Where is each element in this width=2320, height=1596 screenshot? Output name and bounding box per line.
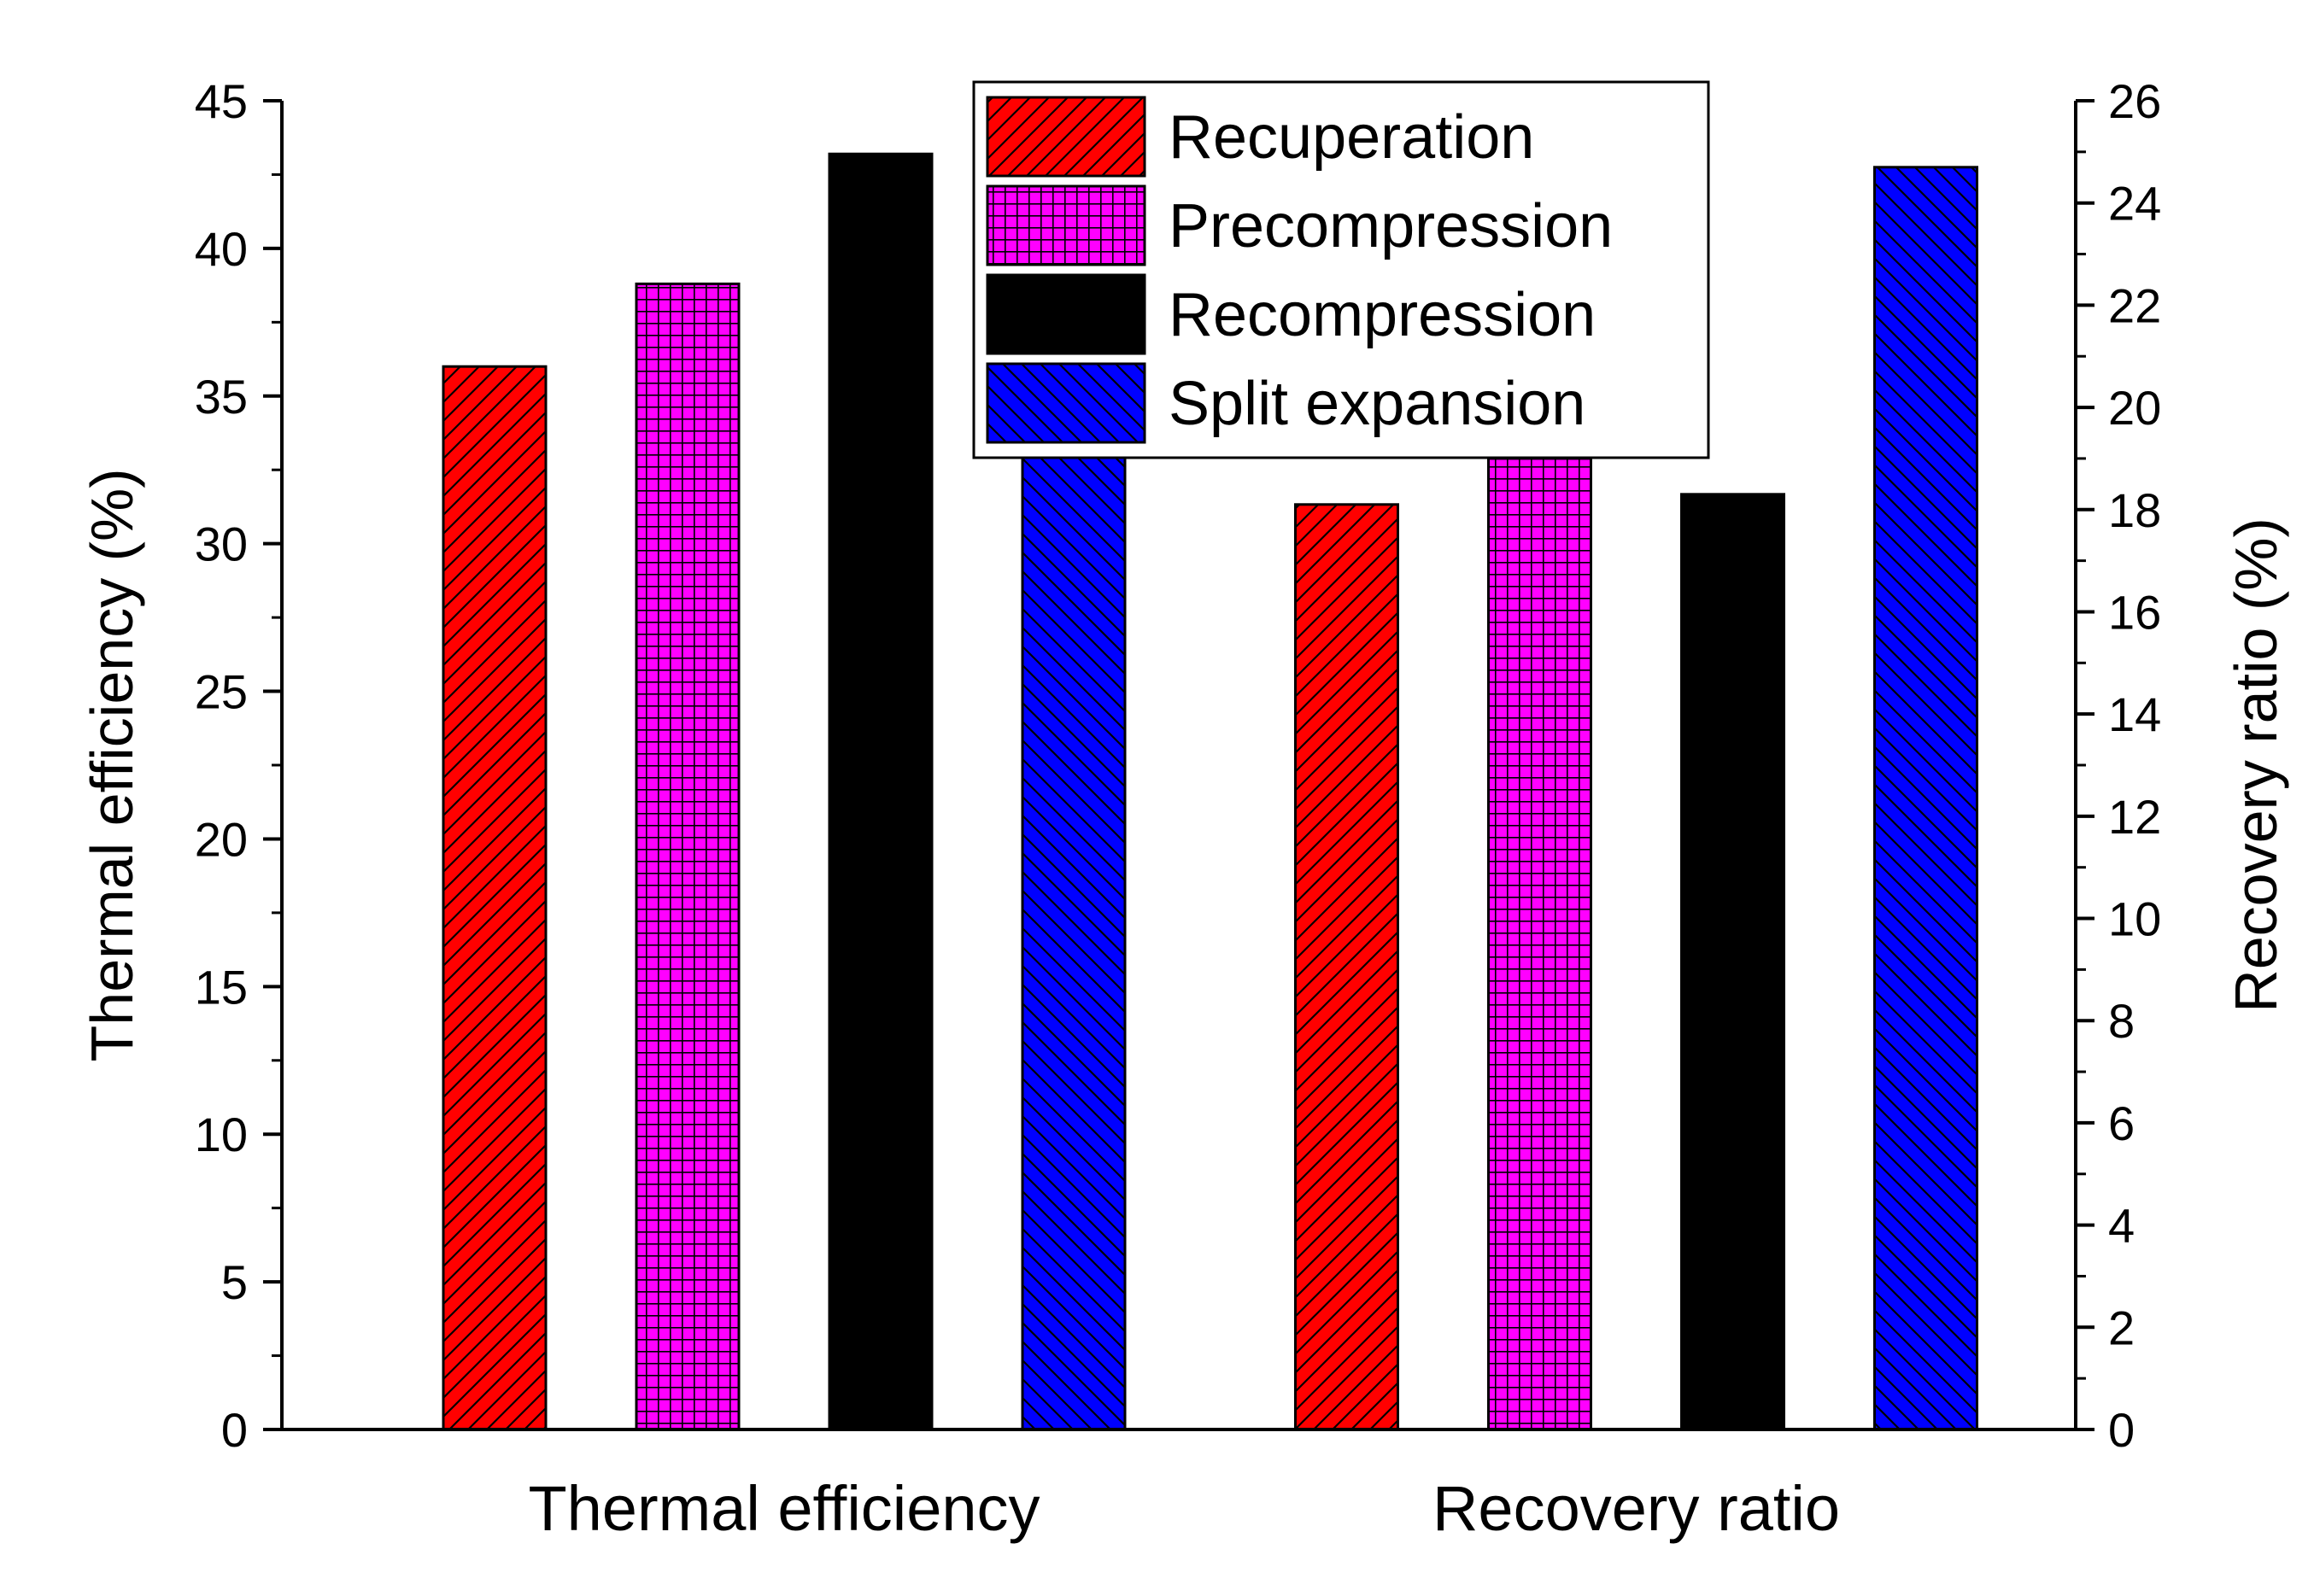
right-tick-label: 0: [2108, 1403, 2135, 1457]
left-tick-label: 35: [195, 370, 248, 424]
category-label: Recovery ratio: [1432, 1473, 1840, 1544]
right-tick-label: 24: [2108, 177, 2161, 231]
left-tick-label: 15: [195, 960, 248, 1014]
left-tick-label: 30: [195, 517, 248, 571]
legend-swatch: [986, 96, 1146, 178]
right-tick-label: 6: [2108, 1096, 2135, 1150]
right-tick-label: 4: [2108, 1199, 2135, 1253]
right-tick-label: 2: [2108, 1301, 2135, 1354]
left-tick-label: 5: [221, 1255, 248, 1309]
labels-layer: Thermal efficiency Recovery ratio05101520…: [79, 74, 2289, 1544]
left-tick-label: 40: [195, 222, 248, 276]
legend-swatch: [986, 362, 1146, 444]
category-label: Thermal efficiency: [528, 1473, 1040, 1544]
bars-layer: [442, 152, 1978, 1431]
right-tick-label: 22: [2108, 278, 2161, 332]
bar-split-expansion-recovery-ratio: [1873, 166, 1978, 1431]
left-tick-label: 25: [195, 665, 248, 719]
right-tick-label: 14: [2108, 687, 2161, 741]
left-tick-label: 10: [195, 1108, 248, 1161]
right-tick-label: 18: [2108, 483, 2161, 537]
bar-recompression-recovery-ratio: [1680, 493, 1785, 1431]
right-tick-label: 20: [2108, 381, 2161, 435]
bar-precompression-thermal-efficiency: [635, 282, 741, 1431]
legend-swatch: [986, 184, 1146, 266]
legend-label: Split expansion: [1169, 370, 1585, 438]
left-axis-title: Thermal efficiency (%): [79, 468, 145, 1061]
legend-label: Recuperation: [1169, 103, 1534, 172]
right-tick-label: 26: [2108, 74, 2161, 128]
right-tick-label: 8: [2108, 994, 2135, 1048]
bar-recuperation-recovery-ratio: [1294, 503, 1399, 1431]
axes-layer: [263, 99, 2094, 1431]
left-tick-label: 0: [221, 1403, 248, 1457]
right-tick-label: 16: [2108, 585, 2161, 639]
right-axis-title: Recovery ratio (%): [2223, 517, 2289, 1013]
legend-label: Recompression: [1169, 281, 1596, 349]
legend-swatch: [986, 273, 1146, 355]
bar-precompression-recovery-ratio: [1487, 457, 1592, 1431]
left-tick-label: 20: [195, 812, 248, 866]
bar-recompression-thermal-efficiency: [828, 152, 934, 1431]
right-tick-label: 10: [2108, 892, 2161, 946]
bar-split-expansion-thermal-efficiency: [1021, 453, 1127, 1431]
legend-label: Precompression: [1169, 192, 1613, 260]
left-tick-label: 45: [195, 74, 248, 128]
legend: Recuperation Precompression Recompression S…: [972, 80, 1710, 459]
right-tick-label: 12: [2108, 790, 2161, 844]
bar-recuperation-thermal-efficiency: [442, 365, 548, 1431]
